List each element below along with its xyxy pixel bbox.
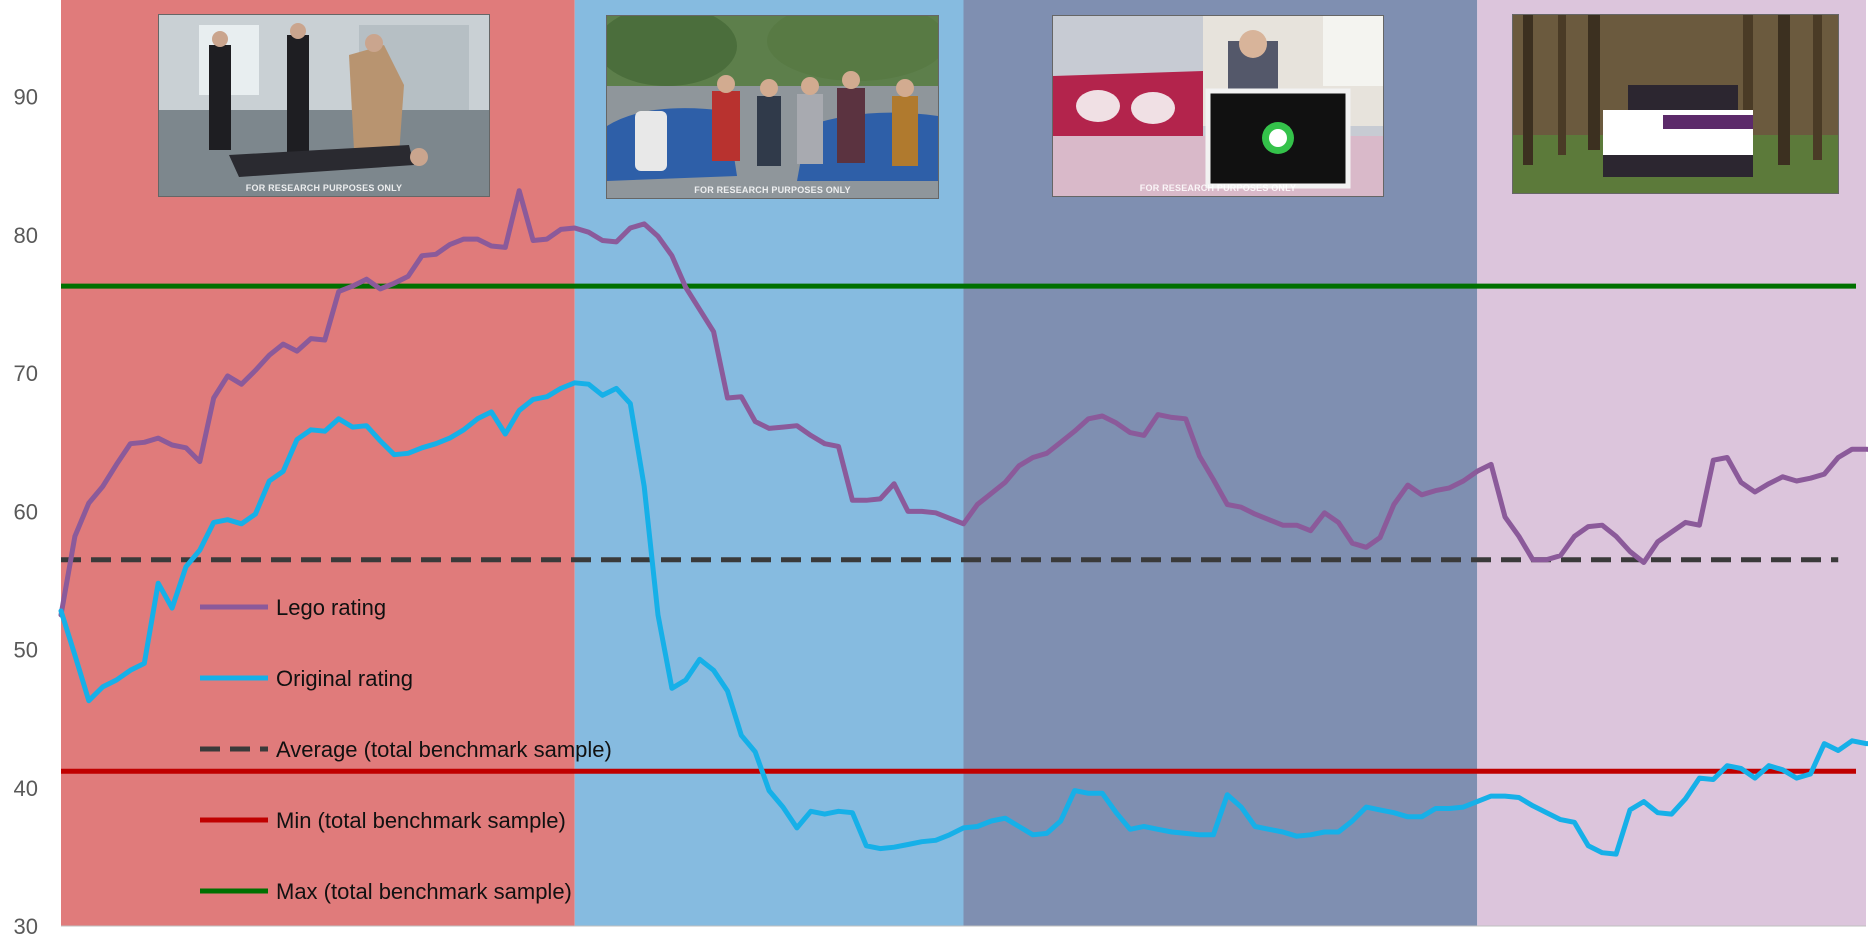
y-tick-label: 70 [14, 361, 38, 386]
legend-label: Max (total benchmark sample) [276, 879, 572, 904]
car-park-scene-icon [607, 16, 938, 198]
thumbnail-watermark: FOR RESEARCH PURPOSES ONLY [245, 183, 403, 193]
y-tick-label: 50 [14, 638, 38, 663]
y-tick-label: 90 [14, 85, 38, 110]
thumbnail-watermark: FOR RESEARCH PURPOSES ONLY [1139, 183, 1297, 193]
cpr-scene-icon [159, 15, 489, 196]
forest-bed-scene-icon [1513, 15, 1838, 193]
series-line-original-rating [58, 380, 1868, 857]
y-tick-label: 80 [14, 223, 38, 248]
y-tick-label: 60 [14, 499, 38, 524]
living-room-scene-icon [1053, 16, 1383, 196]
thumbnail-4 [1512, 14, 1839, 194]
y-tick-label: 30 [14, 914, 38, 936]
thumbnail-2: FOR RESEARCH PURPOSES ONLY [606, 15, 939, 199]
y-axis: 30 40 50 60 70 80 90 [14, 85, 1866, 936]
series-line-lego-rating [58, 188, 1868, 618]
legend-label: Original rating [276, 666, 413, 691]
thumbnail-watermark: FOR RESEARCH PURPOSES ONLY [694, 185, 851, 195]
series-lines [58, 188, 1868, 857]
y-tick-label: 40 [14, 776, 38, 801]
legend-label: Min (total benchmark sample) [276, 808, 566, 833]
thumbnail-1: FOR RESEARCH PURPOSES ONLY [158, 14, 490, 197]
legend-label: Lego rating [276, 595, 386, 620]
legend: Lego rating Original rating Average (total… [200, 595, 612, 904]
thumbnail-3: FOR RESEARCH PURPOSES ONLY [1052, 15, 1384, 197]
legend-label: Average (total benchmark sample) [276, 737, 612, 762]
